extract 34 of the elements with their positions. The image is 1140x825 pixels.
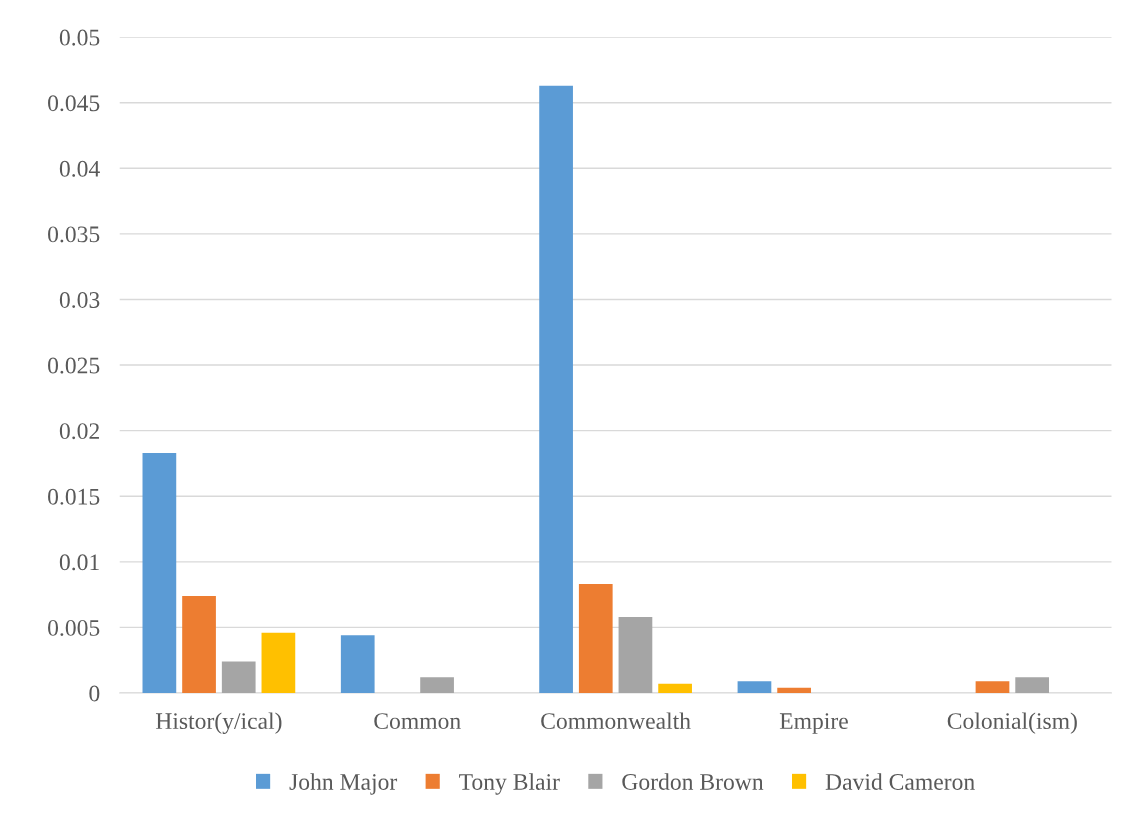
bar [420,677,454,693]
legend-label: Gordon Brown [622,773,764,790]
y-tick-label: 0.01 [59,554,99,571]
bar [975,681,1010,693]
bar [1015,677,1050,693]
bar [261,632,296,693]
legend-label: John Major [289,773,398,795]
bar [737,681,772,693]
y-tick-label: 0.015 [48,488,100,505]
bar [142,452,177,693]
bar [658,683,692,693]
bar [539,85,573,693]
bar [578,584,613,693]
y-tick-label: 0.05 [59,29,100,46]
y-tick-label: 0 [89,685,100,702]
y-tick-label: 0.04 [59,160,100,177]
x-tick-label: Commonwealth [541,712,691,730]
x-tick-label: Common [374,713,461,730]
y-tick-label: 0.03 [59,291,100,308]
x-tick-label: Empire [779,713,848,734]
legend-label: David Cameron [825,773,975,790]
y-tick-label: 0.035 [48,226,100,243]
x-tick-label: Colonial(ism) [947,712,1077,734]
y-tick-label: 0.02 [59,423,99,440]
legend-label: Tony Blair [459,773,560,795]
bar [340,635,375,693]
bar [182,595,216,693]
y-tick-label: 0.005 [48,619,100,636]
bar [618,616,653,693]
bar [221,661,256,693]
y-tick-label: 0.045 [48,95,100,112]
bar [777,687,811,693]
x-tick-label: Histor(y/ical) [155,712,282,734]
y-tick-label: 0.025 [48,357,100,374]
